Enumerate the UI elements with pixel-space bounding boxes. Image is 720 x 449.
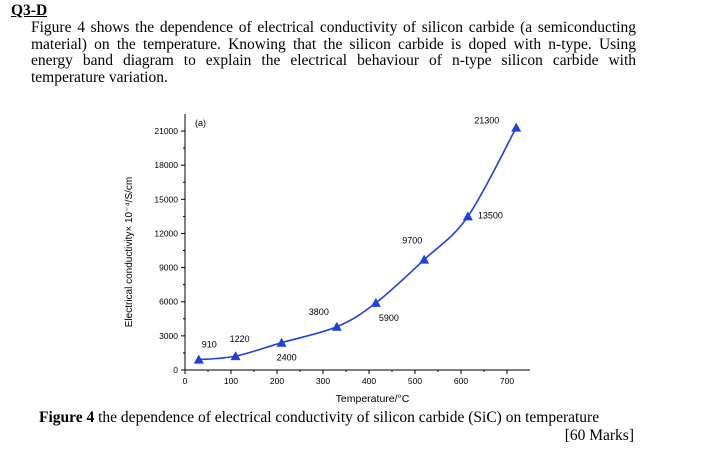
question-line: energy band diagram to explain the elect… xyxy=(31,52,636,70)
x-tick-label: 600 xyxy=(454,376,468,386)
panel-label: (a) xyxy=(195,118,206,128)
x-tick-label: 700 xyxy=(500,376,514,386)
data-point-marker xyxy=(276,337,287,347)
data-point-marker xyxy=(193,354,204,364)
data-label: 21300 xyxy=(474,116,499,126)
question-line: temperature variation. xyxy=(31,68,168,86)
data-label: 3800 xyxy=(309,307,329,317)
y-tick-label: 0 xyxy=(173,365,178,375)
x-tick-label: 200 xyxy=(270,376,284,386)
x-tick-label: 0 xyxy=(183,376,188,386)
question-line: material) on the temperature. Knowing th… xyxy=(31,35,636,53)
series-line xyxy=(198,127,517,361)
data-label: 13500 xyxy=(478,210,503,220)
y-tick-label: 21000 xyxy=(154,126,178,136)
y-tick-label: 3000 xyxy=(159,331,178,341)
y-tick-label: 9000 xyxy=(159,263,178,273)
y-tick-label: 18000 xyxy=(154,160,178,170)
data-point-marker xyxy=(419,254,430,264)
x-tick-label: 100 xyxy=(224,376,238,386)
y-tick-label: 6000 xyxy=(159,297,178,307)
data-point-marker xyxy=(230,351,241,361)
data-label: 2400 xyxy=(277,353,297,363)
y-tick-label: 15000 xyxy=(154,194,178,204)
question-line: Figure 4 shows the dependence of electri… xyxy=(31,19,636,36)
data-label: 5900 xyxy=(379,313,399,323)
caption-label: Figure 4 xyxy=(39,409,95,426)
caption-text: the dependence of electrical conductivit… xyxy=(94,409,600,426)
data-label: 910 xyxy=(202,340,217,350)
x-tick-label: 300 xyxy=(316,376,330,386)
figure-caption: Figure 4 the dependence of electrical co… xyxy=(39,409,599,427)
x-tick-label: 500 xyxy=(408,376,422,386)
question-label: Q3-D xyxy=(11,2,48,19)
marks-label: [60 Marks] xyxy=(564,427,634,444)
x-tick-label: 400 xyxy=(362,376,376,386)
data-label: 1220 xyxy=(230,334,250,344)
y-tick-label: 12000 xyxy=(154,228,178,238)
data-point-marker xyxy=(462,211,473,221)
data-point-marker xyxy=(511,122,522,132)
data-point-marker xyxy=(331,321,342,331)
x-axis-label: Temperature/°C xyxy=(336,393,410,405)
data-point-marker xyxy=(370,297,381,307)
data-label: 9700 xyxy=(402,236,422,246)
question-text: Figure 4 shows the dependence of electri… xyxy=(31,19,636,86)
y-axis-label: Electrical conductivity× 10⁻⁴/S/cm xyxy=(124,177,135,327)
